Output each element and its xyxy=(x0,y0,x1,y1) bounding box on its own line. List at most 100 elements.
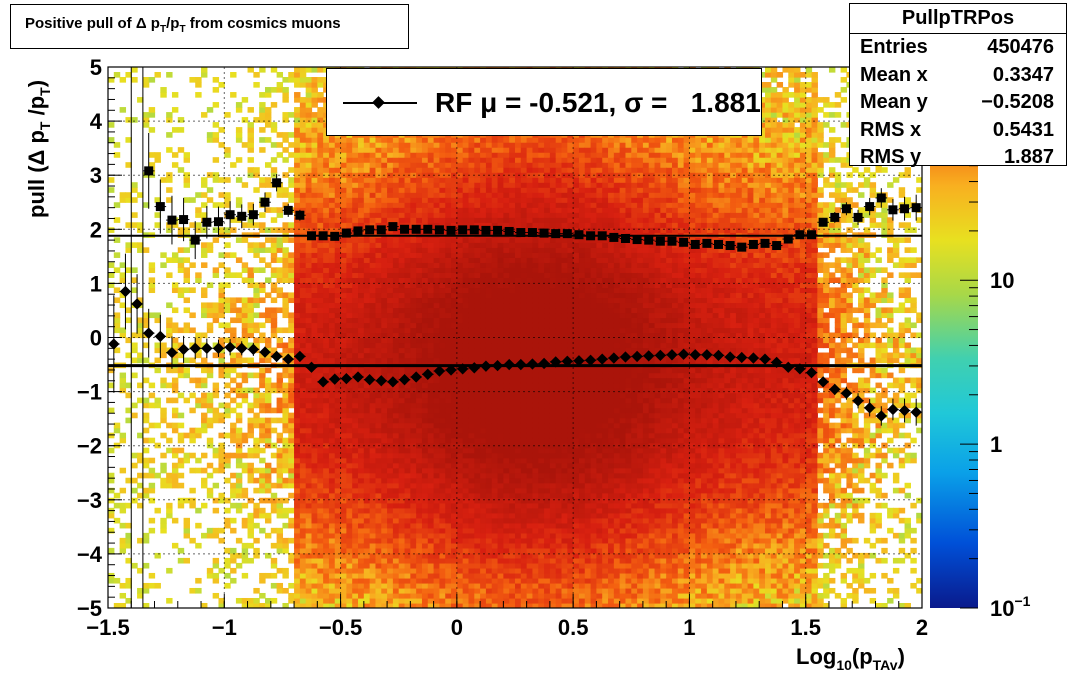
heatmap-cell xyxy=(340,272,347,278)
heatmap-cell xyxy=(410,217,417,223)
heatmap-cell xyxy=(328,367,336,374)
heatmap-cell xyxy=(282,482,289,489)
heatmap-cell xyxy=(334,177,342,183)
heatmap-cell xyxy=(131,222,138,228)
heatmap-cell xyxy=(480,252,487,258)
heatmap-cell xyxy=(201,452,208,459)
heatmap-cell xyxy=(334,182,342,188)
heatmap-cell xyxy=(154,507,161,514)
heatmap-cell xyxy=(247,517,254,524)
heatmap-cell xyxy=(328,297,336,304)
heatmap-cell xyxy=(456,337,464,344)
heatmap-cell xyxy=(410,332,417,339)
heatmap-cell xyxy=(323,307,330,314)
heatmap-cell xyxy=(346,217,353,223)
heatmap-cell xyxy=(171,107,179,113)
heatmap-cell xyxy=(439,392,446,399)
heatmap-cell xyxy=(189,357,196,364)
heatmap-cell xyxy=(352,337,359,344)
heatmap-cell xyxy=(381,327,388,334)
heatmap-cell xyxy=(456,262,464,268)
heatmap-cell xyxy=(224,272,231,278)
heatmap-cell xyxy=(288,367,295,374)
heatmap-cell xyxy=(491,372,499,379)
heatmap-cell xyxy=(421,397,429,404)
heatmap-cell xyxy=(323,352,330,359)
heatmap-cell xyxy=(346,327,353,334)
heatmap-cell xyxy=(183,452,190,459)
heatmap-cell xyxy=(381,187,388,193)
heatmap-cell xyxy=(212,412,220,419)
heatmap-cell xyxy=(259,212,266,218)
heatmap-cell xyxy=(404,262,411,268)
heatmap-cell xyxy=(445,247,452,253)
heatmap-cell xyxy=(363,187,371,193)
heatmap-cell xyxy=(340,477,347,484)
heatmap-cell xyxy=(375,137,382,143)
heatmap-cell xyxy=(206,137,214,143)
heatmap-cell xyxy=(264,207,272,213)
heatmap-cell xyxy=(462,412,470,419)
heatmap-cell xyxy=(171,412,179,419)
heatmap-cell xyxy=(480,327,487,334)
heatmap-cell xyxy=(445,267,452,273)
heatmap-cell xyxy=(358,462,365,469)
heatmap-cell xyxy=(427,277,435,283)
heatmap-cell xyxy=(299,577,307,584)
heatmap-cell xyxy=(334,142,342,148)
heatmap-cell xyxy=(445,432,452,439)
heatmap-cell xyxy=(468,267,475,273)
heatmap-cell xyxy=(282,257,289,263)
heatmap-cell xyxy=(462,332,470,339)
heatmap-cell xyxy=(392,477,400,484)
heatmap-cell xyxy=(445,567,452,574)
heatmap-cell xyxy=(381,552,388,559)
heatmap-cell xyxy=(323,342,330,349)
heatmap-cell xyxy=(340,247,347,253)
heatmap-cell xyxy=(195,272,202,278)
heatmap-cell xyxy=(456,562,464,569)
heatmap-cell xyxy=(433,212,441,218)
heatmap-cell xyxy=(369,457,377,464)
heatmap-cell xyxy=(398,567,406,574)
heatmap-cell xyxy=(358,177,365,183)
heatmap-cell xyxy=(358,192,365,198)
heatmap-cell xyxy=(317,127,324,133)
heatmap-cell xyxy=(241,277,249,283)
heatmap-cell xyxy=(311,122,318,128)
heatmap-cell xyxy=(195,77,202,83)
heatmap-cell xyxy=(410,427,417,434)
heatmap-cell xyxy=(404,297,411,304)
heatmap-cell xyxy=(474,402,481,409)
heatmap-cell xyxy=(480,357,487,364)
heatmap-cell xyxy=(480,417,487,424)
heatmap-cell xyxy=(166,332,173,339)
heatmap-cell xyxy=(317,597,324,604)
heatmap-cell xyxy=(433,152,441,158)
heatmap-cell xyxy=(352,442,359,449)
heatmap-cell xyxy=(317,172,324,178)
heatmap-cell xyxy=(317,97,324,103)
heatmap-cell xyxy=(334,532,342,539)
heatmap-cell xyxy=(259,477,266,484)
heatmap-cell xyxy=(445,497,452,504)
heatmap-cell xyxy=(474,202,481,208)
heatmap-cell xyxy=(212,307,220,314)
heatmap-cell xyxy=(259,592,266,599)
heatmap-cell xyxy=(212,272,220,278)
heatmap-cell xyxy=(189,242,196,248)
heatmap-cell xyxy=(392,412,400,419)
heatmap-cell xyxy=(485,437,493,444)
heatmap-cell xyxy=(352,527,359,534)
heatmap-cell xyxy=(108,407,115,414)
heatmap-cell xyxy=(398,332,406,339)
heatmap-cell xyxy=(282,467,289,474)
heatmap-cell xyxy=(392,332,400,339)
heatmap-cell xyxy=(334,337,342,344)
heatmap-cell xyxy=(392,327,400,334)
heatmap-cell xyxy=(148,527,156,534)
heatmap-cell xyxy=(206,197,214,203)
heatmap-cell xyxy=(485,517,493,524)
heatmap-cell xyxy=(270,382,278,389)
heatmap-cell xyxy=(491,457,499,464)
